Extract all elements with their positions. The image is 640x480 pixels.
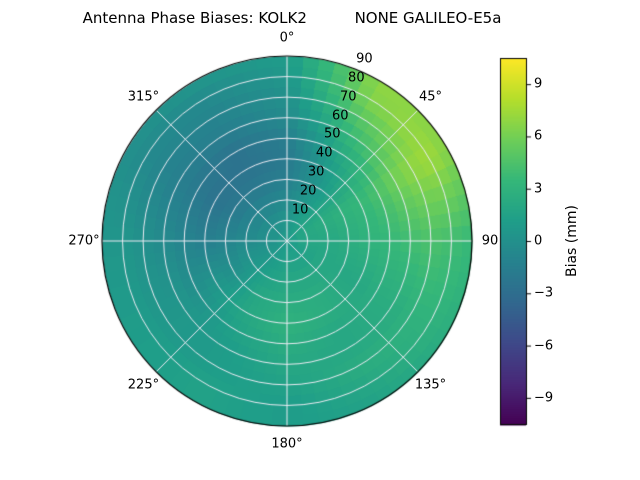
- angular-tick-label: 180°: [271, 436, 303, 452]
- colorbar-tick-label: −9: [534, 390, 554, 406]
- colorbar-tick-label: 3: [534, 181, 543, 197]
- radial-tick-label: 80: [348, 70, 365, 86]
- colorbar-tick-label: −3: [534, 285, 554, 301]
- radial-tick-label: 10: [291, 202, 309, 218]
- angular-tick-label: 90: [481, 233, 499, 249]
- radial-tick-label: 40: [315, 145, 333, 161]
- radial-tick-label: 50: [323, 126, 341, 142]
- colorbar-tick-label: 0: [534, 233, 543, 249]
- radial-tick-label: 30: [307, 164, 325, 180]
- colorbar-tick-label: −6: [534, 338, 554, 354]
- angular-tick-label: 45°: [419, 89, 443, 105]
- angular-tick-label: 315°: [127, 89, 160, 105]
- radial-tick-label: 90: [356, 51, 373, 67]
- colorbar-tick-label: 6: [534, 128, 543, 144]
- angular-tick-label: 0°: [279, 30, 295, 46]
- colorbar-tick-label: 9: [534, 76, 543, 92]
- radial-tick-label: 70: [340, 89, 357, 105]
- angular-tick-label: 270°: [68, 233, 100, 249]
- colorbar-axis-label: Bias (mm): [564, 204, 580, 278]
- angular-tick-label: 225°: [127, 377, 160, 393]
- angular-tick-label: 135°: [414, 377, 447, 393]
- radial-tick-label: 20: [299, 183, 317, 199]
- radial-tick-label: 60: [331, 108, 349, 123]
